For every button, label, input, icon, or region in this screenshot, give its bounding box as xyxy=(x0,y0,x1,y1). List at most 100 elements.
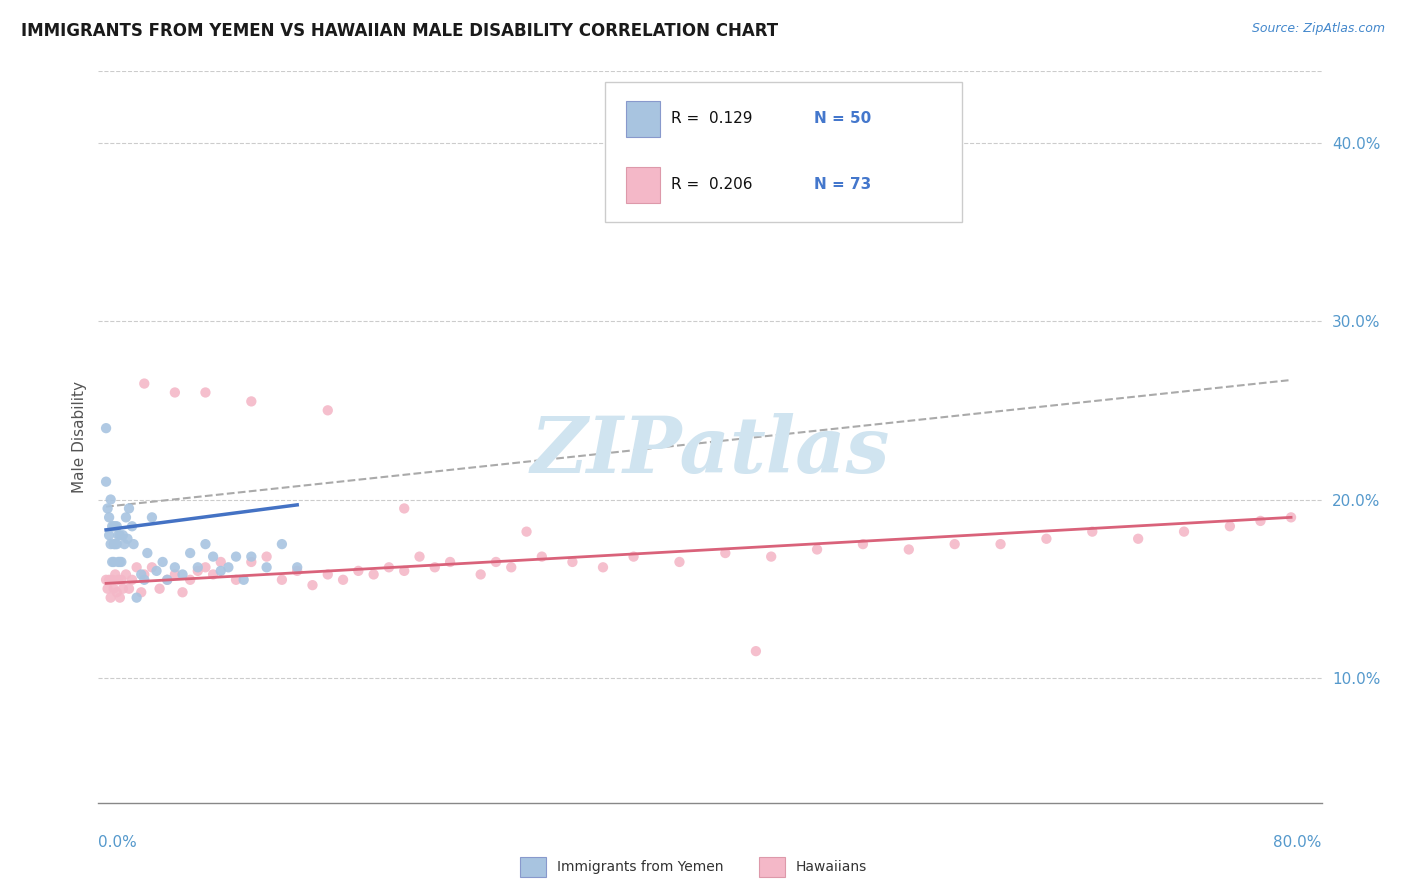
Point xyxy=(103,519,125,533)
Point xyxy=(501,560,523,574)
Point xyxy=(105,537,128,551)
Point xyxy=(115,567,138,582)
Point xyxy=(110,555,132,569)
Point xyxy=(202,567,225,582)
Point xyxy=(256,549,278,564)
Point xyxy=(97,501,120,516)
Point xyxy=(1249,514,1271,528)
Point xyxy=(990,537,1012,551)
Point xyxy=(240,394,263,409)
Text: N = 73: N = 73 xyxy=(814,178,872,193)
Point xyxy=(134,376,156,391)
Text: R =  0.129: R = 0.129 xyxy=(672,112,752,127)
Point xyxy=(163,567,186,582)
Point xyxy=(103,537,125,551)
Point xyxy=(270,573,292,587)
Point xyxy=(187,560,209,574)
Point xyxy=(316,403,339,417)
Text: 80.0%: 80.0% xyxy=(1274,835,1322,850)
Text: R =  0.206: R = 0.206 xyxy=(672,178,752,193)
Point xyxy=(209,555,232,569)
Point xyxy=(561,555,583,569)
Point xyxy=(240,549,263,564)
Point xyxy=(121,573,143,587)
Point xyxy=(98,528,121,542)
Point xyxy=(101,555,124,569)
Point xyxy=(107,528,129,542)
Point xyxy=(316,567,339,582)
Point xyxy=(897,542,920,557)
Point xyxy=(852,537,875,551)
Point xyxy=(240,555,263,569)
Point xyxy=(104,537,127,551)
Point xyxy=(1035,532,1057,546)
Point xyxy=(108,591,131,605)
Point xyxy=(179,546,201,560)
Point xyxy=(392,501,416,516)
Point xyxy=(194,385,217,400)
Point xyxy=(98,510,121,524)
Point xyxy=(668,555,690,569)
Point xyxy=(121,519,143,533)
Point xyxy=(98,573,121,587)
Point xyxy=(115,510,138,524)
Point xyxy=(136,546,159,560)
Point xyxy=(156,573,179,587)
Point xyxy=(285,560,308,574)
Y-axis label: Male Disability: Male Disability xyxy=(72,381,87,493)
Point xyxy=(152,555,174,569)
Point xyxy=(285,564,308,578)
Point xyxy=(134,573,156,587)
Point xyxy=(759,549,782,564)
Point xyxy=(94,421,117,435)
Point xyxy=(101,573,124,587)
Point xyxy=(1279,510,1302,524)
Point xyxy=(163,385,186,400)
Point xyxy=(105,519,128,533)
Point xyxy=(332,573,354,587)
Point xyxy=(209,564,232,578)
Point xyxy=(107,555,129,569)
Point xyxy=(439,555,461,569)
Point xyxy=(141,560,163,574)
Point xyxy=(392,564,416,578)
Point xyxy=(104,567,127,582)
Text: Source: ZipAtlas.com: Source: ZipAtlas.com xyxy=(1251,22,1385,36)
Point xyxy=(129,585,152,599)
Point xyxy=(225,549,247,564)
Point xyxy=(408,549,430,564)
Point xyxy=(112,537,135,551)
Point xyxy=(943,537,966,551)
Point xyxy=(100,492,122,507)
Point xyxy=(179,573,201,587)
Point xyxy=(107,573,129,587)
Point xyxy=(217,560,239,574)
Point xyxy=(187,564,209,578)
Point xyxy=(118,582,141,596)
Point xyxy=(745,644,768,658)
Point xyxy=(111,582,134,596)
Point xyxy=(111,528,134,542)
Point xyxy=(149,582,172,596)
Point xyxy=(1219,519,1241,533)
Point xyxy=(122,537,145,551)
Point xyxy=(194,537,217,551)
Point xyxy=(423,560,446,574)
Point xyxy=(94,475,117,489)
Text: 0.0%: 0.0% xyxy=(98,835,138,850)
Point xyxy=(1173,524,1195,539)
Point xyxy=(129,567,152,582)
Point xyxy=(202,549,225,564)
Point xyxy=(110,573,132,587)
Text: Immigrants from Yemen: Immigrants from Yemen xyxy=(557,860,723,874)
Point xyxy=(714,546,737,560)
Point xyxy=(225,573,247,587)
Point xyxy=(347,564,370,578)
Point xyxy=(378,560,401,574)
Point xyxy=(623,549,645,564)
Point xyxy=(1128,532,1150,546)
Point xyxy=(134,567,156,582)
Text: IMMIGRANTS FROM YEMEN VS HAWAIIAN MALE DISABILITY CORRELATION CHART: IMMIGRANTS FROM YEMEN VS HAWAIIAN MALE D… xyxy=(21,22,778,40)
Point xyxy=(97,582,120,596)
Point xyxy=(256,560,278,574)
